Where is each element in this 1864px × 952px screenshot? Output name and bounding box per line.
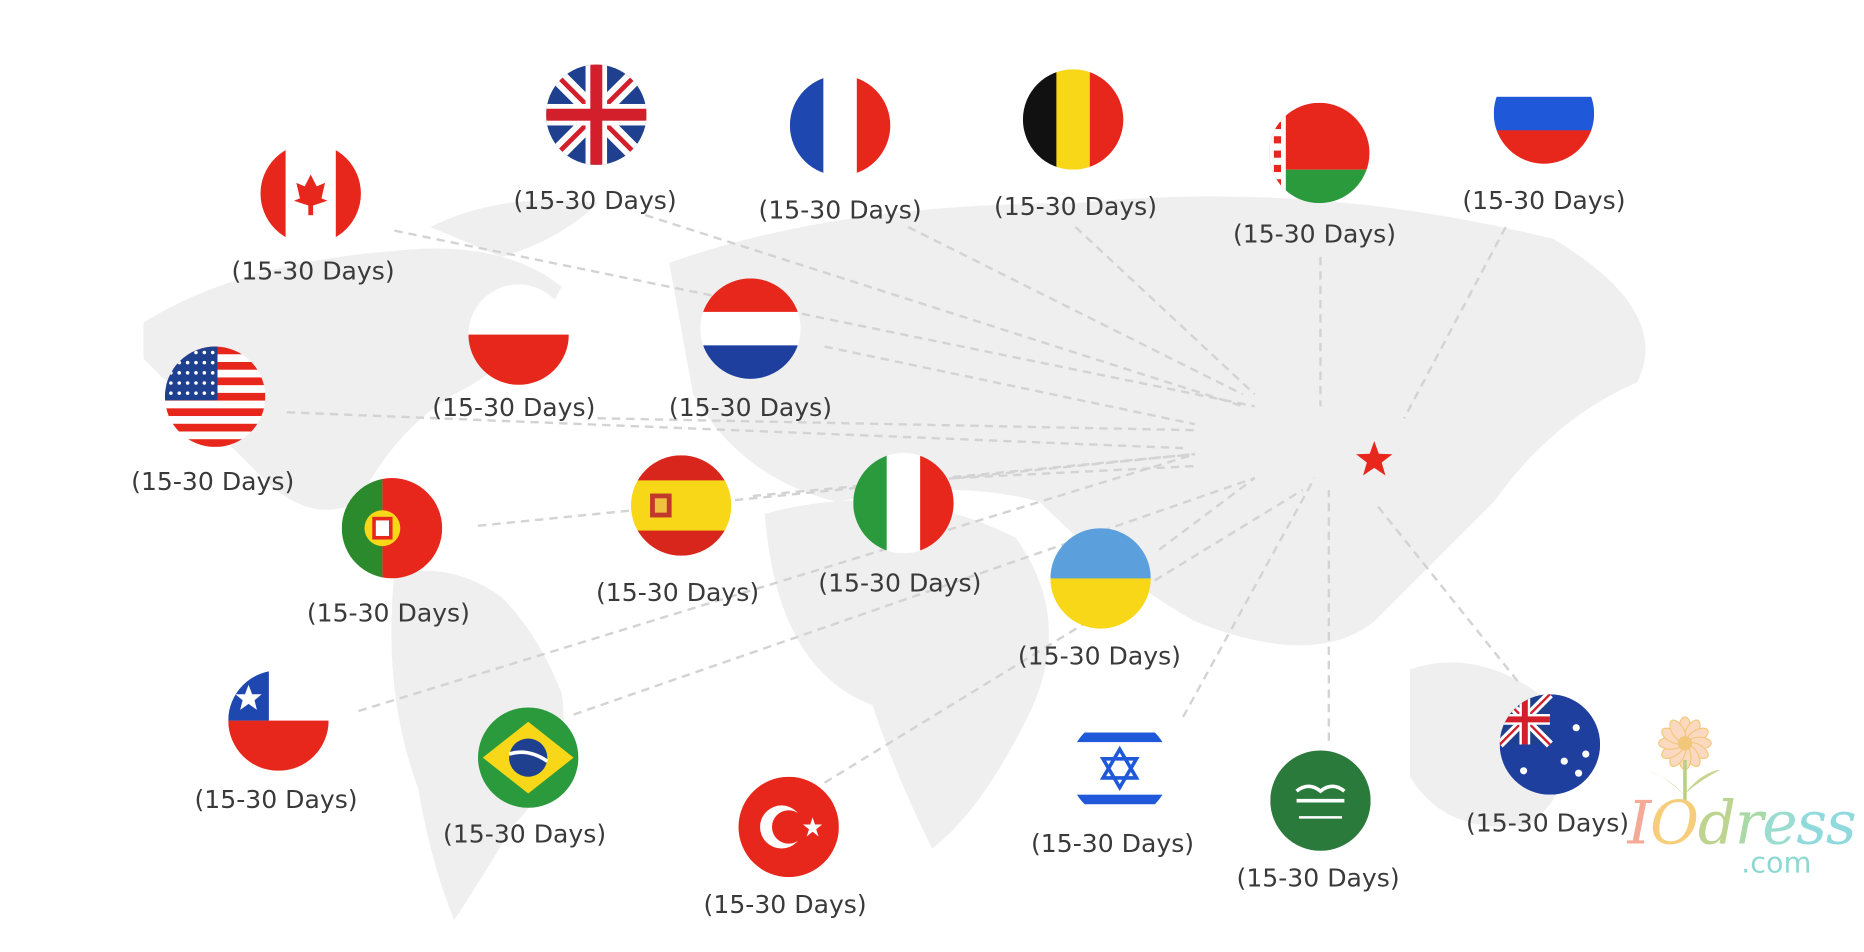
route-line — [1182, 477, 1316, 718]
delivery-time-label: (15-30 Days) — [1465, 809, 1630, 838]
logo-wordmark: IOdress — [1627, 788, 1857, 859]
delivery-time-label: (15-30 Days) — [306, 598, 470, 628]
delivery-time-label: (15-30 Days) — [194, 785, 358, 814]
israel-flag-icon — [1069, 718, 1170, 819]
star-icon — [1356, 440, 1393, 476]
delivery-time-label: (15-30 Days) — [596, 578, 760, 608]
delivery-time-label: (15-30 Days) — [758, 195, 922, 225]
route-line — [907, 225, 1244, 396]
delivery-time-label: (15-30 Days) — [703, 890, 867, 919]
route-line — [824, 345, 1196, 426]
route-line — [573, 476, 1256, 716]
saudi-arabia-flag-icon — [1270, 750, 1371, 851]
canada-flag-icon — [260, 143, 361, 244]
route-line — [1403, 226, 1507, 419]
delivery-time-label: (15-30 Days) — [513, 186, 677, 216]
route-line — [1158, 477, 1256, 551]
spain-flag-icon — [630, 455, 732, 556]
delivery-time-label: (15-30 Days) — [1017, 641, 1181, 671]
chile-flag-icon — [228, 670, 329, 771]
brazil-flag-icon — [478, 707, 579, 808]
route-line — [823, 488, 1304, 784]
australia-flag-icon — [1499, 694, 1601, 795]
france-flag-icon — [789, 75, 891, 176]
uk-flag-icon — [546, 64, 647, 165]
delivery-time-label: (15-30 Days) — [432, 393, 596, 422]
route-line — [1373, 501, 1519, 682]
route-line — [1074, 226, 1256, 396]
continent-shape — [391, 570, 564, 921]
route-line — [955, 464, 1196, 480]
delivery-time-label: (15-30 Days) — [1232, 219, 1397, 249]
route-line — [358, 452, 1196, 713]
usa-flag-icon — [164, 346, 266, 447]
route-line — [394, 229, 1255, 408]
delivery-time-label: (15-30 Days) — [1236, 863, 1400, 893]
continent-shape — [430, 200, 598, 257]
belgium-flag-icon — [1022, 69, 1124, 170]
delivery-time-label: (15-30 Days) — [668, 393, 833, 422]
italy-flag-icon — [853, 452, 954, 554]
delivery-time-label: (15-30 Days) — [231, 256, 395, 286]
iodress-logo: IOdress .com — [1627, 715, 1857, 894]
continent-shape — [669, 196, 1646, 646]
delivery-time-label: (15-30 Days) — [131, 467, 295, 496]
ukraine-flag-icon — [1050, 528, 1151, 629]
delivery-time-label: (15-30 Days) — [443, 819, 607, 849]
flower-icon — [1649, 716, 1721, 801]
continent-shape — [764, 500, 1049, 849]
delivery-time-label: (15-30 Days) — [1462, 186, 1626, 216]
portugal-flag-icon — [341, 478, 443, 579]
logo-domain: .com — [1741, 846, 1812, 880]
delivery-time-label: (15-30 Days) — [1030, 829, 1195, 859]
belarus-flag-icon — [1269, 102, 1370, 204]
continent-shape — [143, 248, 562, 510]
netherlands-flag-icon — [700, 278, 801, 379]
route-line — [644, 213, 1244, 408]
route-line — [286, 411, 1184, 450]
delivery-time-label: (15-30 Days) — [993, 192, 1158, 222]
turkey-flag-icon — [738, 776, 839, 878]
delivery-time-label: (15-30 Days) — [818, 568, 982, 598]
route-line — [477, 452, 1196, 527]
route-line — [752, 452, 1196, 498]
poland-flag-icon — [468, 284, 569, 385]
russia-flag-icon — [1493, 63, 1595, 164]
